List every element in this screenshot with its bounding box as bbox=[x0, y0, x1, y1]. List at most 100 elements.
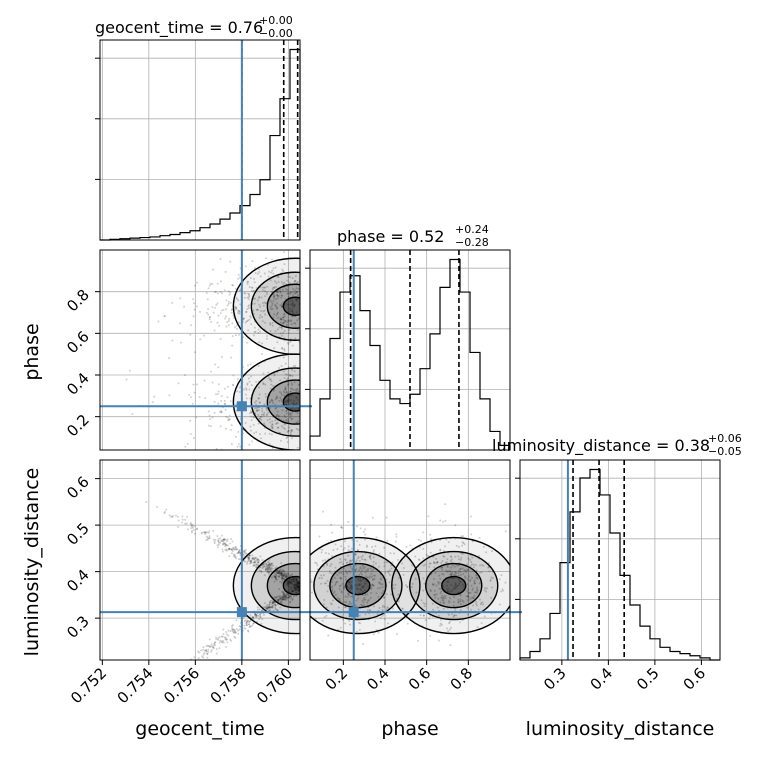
scatter-point bbox=[280, 398, 283, 401]
scatter-point bbox=[464, 576, 467, 579]
scatter-point bbox=[324, 582, 327, 585]
scatter-point bbox=[215, 303, 218, 306]
scatter-point bbox=[216, 544, 219, 547]
scatter-point bbox=[262, 304, 265, 307]
scatter-point bbox=[222, 538, 225, 541]
scatter-point bbox=[232, 384, 235, 387]
scatter-point bbox=[251, 616, 254, 619]
scatter-point bbox=[293, 583, 296, 586]
scatter-point bbox=[361, 569, 364, 572]
scatter-point bbox=[220, 411, 223, 414]
scatter-point bbox=[234, 305, 237, 308]
scatter-point bbox=[267, 571, 270, 574]
panel-frame bbox=[99, 459, 301, 661]
scatter-point bbox=[450, 556, 453, 559]
scatter-point bbox=[271, 269, 274, 272]
scatter-point bbox=[192, 315, 195, 318]
scatter-point bbox=[217, 292, 220, 295]
scatter-point bbox=[472, 566, 475, 569]
scatter-point bbox=[267, 561, 270, 564]
scatter-point bbox=[314, 561, 317, 564]
scatter-point bbox=[263, 286, 266, 289]
scatter-point bbox=[470, 596, 473, 599]
scatter-point bbox=[280, 576, 283, 579]
scatter-point bbox=[246, 624, 249, 627]
scatter-point bbox=[220, 540, 223, 543]
scatter-point bbox=[237, 632, 240, 635]
scatter-point bbox=[294, 590, 297, 593]
scatter-point bbox=[192, 298, 195, 301]
scatter-point bbox=[363, 598, 366, 601]
scatter-point bbox=[283, 349, 286, 352]
scatter-point bbox=[253, 558, 256, 561]
scatter-point bbox=[364, 594, 367, 597]
scatter-point bbox=[370, 572, 373, 575]
scatter-point bbox=[475, 591, 478, 594]
scatter-point bbox=[282, 574, 285, 577]
scatter-point bbox=[431, 583, 434, 586]
scatter-point bbox=[225, 638, 228, 641]
scatter-point bbox=[273, 600, 276, 603]
scatter-point bbox=[252, 615, 255, 618]
scatter-point bbox=[391, 607, 394, 610]
scatter-point bbox=[233, 554, 236, 557]
scatter-point bbox=[280, 326, 283, 329]
scatter-point bbox=[238, 289, 241, 292]
scatter-point bbox=[257, 272, 260, 275]
scatter-point bbox=[181, 518, 184, 521]
scatter-point bbox=[294, 364, 297, 367]
contour-line bbox=[250, 367, 300, 437]
scatter-point bbox=[327, 552, 330, 555]
scatter-point bbox=[411, 582, 414, 585]
scatter-point bbox=[283, 391, 286, 394]
scatter-point bbox=[382, 596, 385, 599]
scatter-point bbox=[280, 317, 283, 320]
scatter-point bbox=[258, 303, 261, 306]
scatter-point bbox=[278, 588, 281, 591]
scatter-point bbox=[271, 307, 274, 310]
scatter-point bbox=[340, 526, 343, 529]
y-tick-label-phase: 0.4 bbox=[63, 369, 93, 399]
scatter-point bbox=[290, 418, 293, 421]
scatter-point bbox=[292, 287, 295, 290]
scatter-point bbox=[269, 606, 272, 609]
scatter-point bbox=[254, 561, 257, 564]
scatter-point bbox=[235, 546, 238, 549]
scatter-point bbox=[256, 606, 259, 609]
scatter-point bbox=[276, 571, 279, 574]
scatter-point bbox=[463, 543, 466, 546]
scatter-point bbox=[422, 614, 425, 617]
scatter-point bbox=[467, 557, 470, 560]
scatter-point bbox=[230, 537, 233, 540]
scatter-point bbox=[206, 538, 209, 541]
scatter-point bbox=[280, 302, 283, 305]
scatter-point bbox=[292, 402, 295, 405]
scatter-point bbox=[224, 638, 227, 641]
scatter-point bbox=[383, 618, 386, 621]
scatter-point bbox=[247, 623, 250, 626]
scatter-point bbox=[250, 561, 253, 564]
scatter-point bbox=[337, 606, 340, 609]
scatter-point bbox=[270, 564, 273, 567]
scatter-point bbox=[282, 318, 285, 321]
scatter-point bbox=[289, 320, 292, 323]
scatter-point bbox=[262, 613, 265, 616]
scatter-point bbox=[453, 614, 456, 617]
title-geocent-time: geocent_time = 0.76 +0.00 −0.00 bbox=[95, 14, 293, 40]
scatter-point bbox=[414, 555, 417, 558]
scatter-point bbox=[253, 557, 256, 560]
scatter-point bbox=[491, 586, 494, 589]
scatter-point bbox=[177, 519, 180, 522]
scatter-point bbox=[274, 576, 277, 579]
scatter-point bbox=[186, 515, 189, 518]
scatter-point bbox=[369, 557, 372, 560]
scatter-point bbox=[260, 418, 263, 421]
scatter-point bbox=[249, 410, 252, 413]
scatter-point bbox=[238, 310, 241, 313]
scatter-point bbox=[261, 286, 264, 289]
scatter-point bbox=[227, 547, 230, 550]
scatter-point bbox=[265, 291, 268, 294]
scatter-point bbox=[455, 614, 458, 617]
scatter-point bbox=[243, 555, 246, 558]
scatter-point bbox=[247, 280, 250, 283]
